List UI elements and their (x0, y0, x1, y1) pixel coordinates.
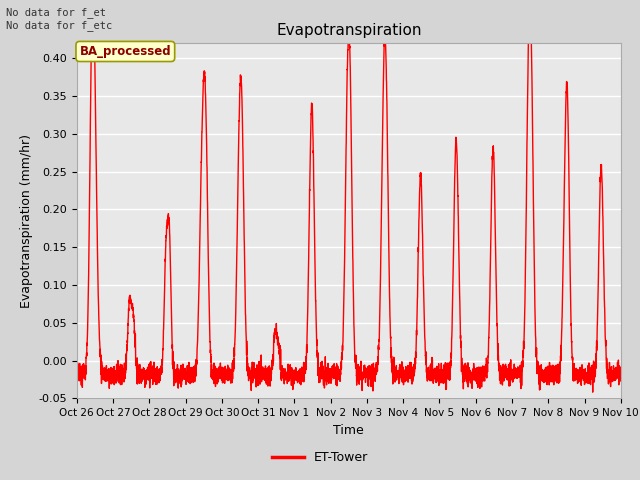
Title: Evapotranspiration: Evapotranspiration (276, 23, 422, 38)
X-axis label: Time: Time (333, 424, 364, 437)
Y-axis label: Evapotranspiration (mm/hr): Evapotranspiration (mm/hr) (20, 134, 33, 308)
Text: No data for f_et
No data for f_etc: No data for f_et No data for f_etc (6, 7, 113, 31)
Legend: ET-Tower: ET-Tower (268, 446, 372, 469)
Text: BA_processed: BA_processed (79, 45, 171, 58)
